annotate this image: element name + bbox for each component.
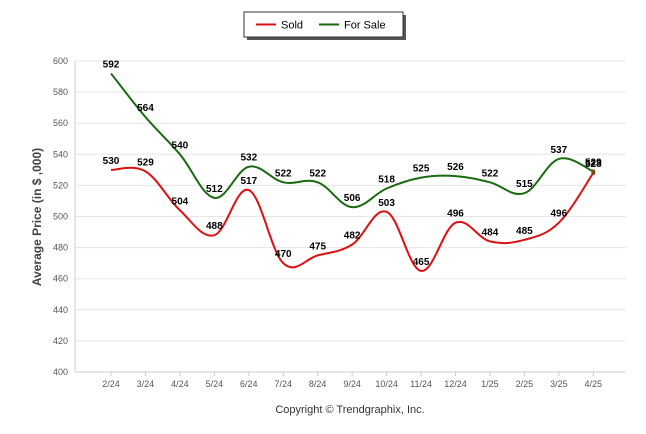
data-label-for-sale: 506 — [344, 193, 361, 204]
x-tick-label: 11/24 — [410, 379, 432, 389]
legend-label-sold: Sold — [281, 20, 303, 32]
data-label-for-sale: 540 — [172, 140, 189, 151]
x-tick-label: 3/25 — [550, 379, 568, 389]
data-label-for-sale: 518 — [378, 175, 395, 186]
data-label-sold: 496 — [447, 209, 464, 220]
data-label-for-sale: 512 — [206, 184, 223, 195]
y-tick-label: 440 — [53, 305, 68, 315]
data-label-for-sale: 522 — [275, 168, 292, 179]
y-tick-label: 560 — [53, 118, 68, 128]
data-label-sold: 504 — [172, 196, 189, 207]
data-label-for-sale: 537 — [551, 145, 568, 156]
y-tick-label: 520 — [53, 180, 68, 190]
data-label-sold: 482 — [344, 230, 361, 241]
data-labels: 530 529 504 488 517 470 475 482 503 465 496 484 485 4… — [103, 59, 602, 267]
grid — [74, 60, 626, 373]
y-axis: 400 420 440 460 480 500 520 540 560 580 600 — [53, 56, 68, 377]
x-tick-label: 9/24 — [343, 379, 361, 389]
series-line-sold — [110, 166, 595, 272]
x-tick-label: 5/24 — [206, 379, 224, 389]
series-line-for-sale — [110, 72, 594, 209]
data-label-for-sale: 592 — [103, 59, 120, 70]
data-label-for-sale: 525 — [413, 164, 430, 175]
y-tick-label: 540 — [53, 149, 68, 159]
data-label-sold: 465 — [413, 257, 430, 268]
data-label-for-sale: 564 — [137, 103, 154, 114]
data-label-sold: 529 — [137, 157, 154, 168]
y-tick-label: 460 — [53, 274, 68, 284]
x-tick-label: 4/24 — [171, 379, 189, 389]
data-label-sold: 475 — [309, 241, 326, 252]
data-label-sold: 503 — [378, 198, 395, 209]
x-tick-label: 4/25 — [585, 379, 603, 389]
x-tick-label: 10/24 — [375, 379, 398, 389]
x-tick-label: 3/24 — [137, 379, 155, 389]
x-axis: 2/24 3/24 4/24 5/24 6/24 7/24 8/24 9/24 10/24 11/… — [102, 372, 602, 389]
x-tick-label: 8/24 — [309, 379, 327, 389]
data-label-sold: 496 — [551, 209, 568, 220]
data-label-sold: 517 — [240, 176, 257, 187]
x-tick-label: 1/25 — [481, 379, 499, 389]
x-tick-label: 12/24 — [444, 379, 467, 389]
x-tick-label: 7/24 — [274, 379, 292, 389]
x-tick-label: 2/24 — [102, 379, 120, 389]
data-label-sold: 484 — [482, 227, 499, 238]
y-tick-label: 500 — [53, 212, 68, 222]
y-tick-label: 480 — [53, 243, 68, 253]
data-label-sold: 528 — [585, 159, 602, 170]
data-label-for-sale: 526 — [447, 162, 464, 173]
y-tick-label: 420 — [53, 336, 68, 346]
footer-copyright: Copyright © Trendgraphix, Inc. — [275, 404, 424, 416]
y-tick-label: 600 — [53, 56, 68, 66]
data-label-sold: 530 — [103, 156, 120, 167]
data-label-for-sale: 522 — [482, 168, 499, 179]
x-tick-label: 2/25 — [516, 379, 534, 389]
data-label-for-sale: 515 — [516, 179, 533, 190]
series-group — [110, 72, 596, 272]
data-label-for-sale: 529 — [585, 157, 602, 168]
y-tick-label: 580 — [53, 87, 68, 97]
data-label-sold: 485 — [516, 226, 533, 237]
y-tick-label: 400 — [53, 367, 68, 377]
end-marker-for-sale — [591, 169, 596, 174]
data-label-sold: 488 — [206, 221, 223, 232]
data-label-for-sale: 522 — [309, 168, 326, 179]
data-label-for-sale: 532 — [240, 153, 257, 164]
y-axis-label: Average Price (in $ ,000) — [30, 148, 44, 286]
legend-label-for-sale: For Sale — [344, 20, 386, 32]
data-label-sold: 470 — [275, 249, 292, 260]
legend: Sold For Sale — [243, 11, 406, 40]
x-tick-label: 6/24 — [240, 379, 258, 389]
